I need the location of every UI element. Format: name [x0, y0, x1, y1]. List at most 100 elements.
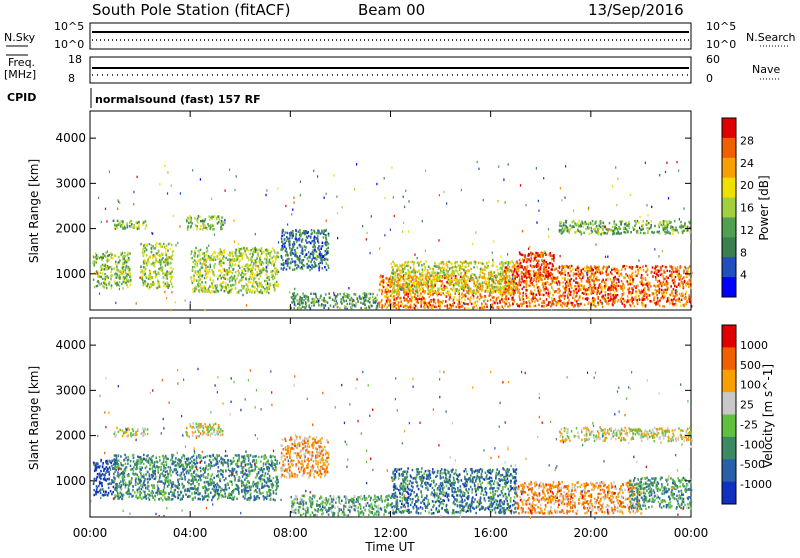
- power-cell: [111, 256, 113, 258]
- power-cell: [290, 254, 292, 256]
- power-cell: [455, 275, 457, 277]
- power-cell: [601, 291, 603, 293]
- power-cell: [497, 269, 499, 271]
- power-cell: [504, 304, 506, 306]
- power-cell: [622, 289, 624, 291]
- power-cell: [650, 226, 652, 228]
- power-cell: [663, 291, 665, 293]
- power-cell: [172, 286, 174, 288]
- power-cell: [216, 287, 218, 289]
- power-cell: [250, 257, 252, 259]
- power-cell: [456, 261, 458, 263]
- power-cell: [574, 299, 576, 301]
- power-cell: [546, 264, 548, 266]
- power-cell: [676, 229, 678, 231]
- power-cell: [238, 265, 240, 267]
- power-cell: [257, 274, 259, 276]
- power-cell: [480, 270, 482, 272]
- power-cell: [448, 277, 450, 279]
- power-cell: [593, 291, 595, 293]
- power-cell: [670, 285, 672, 287]
- power-cell: [430, 275, 432, 277]
- power-cell: [349, 295, 351, 297]
- power-cell: [349, 299, 351, 301]
- power-cell: [209, 219, 211, 221]
- power-cell: [591, 229, 593, 231]
- power-cell: [486, 262, 488, 264]
- power-cell: [604, 287, 606, 289]
- power-cell: [236, 249, 238, 251]
- power-cell: [635, 222, 637, 224]
- power-cell: [501, 295, 503, 297]
- power-cell: [433, 268, 435, 270]
- power-cell: [364, 302, 366, 304]
- power-cell: [537, 262, 539, 264]
- power-cell: [594, 299, 596, 301]
- power-cell: [502, 266, 504, 268]
- power-cell: [623, 276, 625, 278]
- power-cell: [553, 277, 555, 279]
- cpid-text: normalsound (fast) 157 RF: [95, 93, 261, 106]
- power-cell: [643, 298, 645, 300]
- power-cell: [194, 263, 196, 265]
- power-cell: [637, 272, 639, 274]
- power-cell: [377, 294, 379, 296]
- power-cell: [251, 278, 253, 280]
- power-cell: [346, 303, 348, 305]
- power-cell: [180, 192, 181, 194]
- power-cell: [526, 280, 528, 282]
- power-cell: [195, 270, 197, 272]
- power-cell: [200, 262, 202, 264]
- power-cell: [314, 239, 316, 241]
- power-cell: [667, 277, 669, 279]
- power-cell: [220, 260, 222, 262]
- power-cell: [448, 261, 450, 263]
- power-cell: [248, 278, 250, 280]
- power-cell: [604, 300, 606, 302]
- power-cell: [541, 294, 543, 296]
- power-cell: [396, 284, 398, 286]
- power-cell: [161, 258, 163, 260]
- power-cell: [433, 277, 435, 279]
- power-cell: [151, 263, 153, 265]
- power-cell: [327, 247, 329, 249]
- power-cell: [529, 253, 531, 255]
- power-cell: [682, 231, 684, 233]
- power-cell: [186, 219, 188, 221]
- power-cell: [292, 298, 294, 300]
- power-cell: [453, 298, 455, 300]
- power-cell: [409, 286, 411, 288]
- power-cell: [311, 241, 313, 243]
- power-cell: [155, 258, 157, 260]
- power-cell: [673, 298, 675, 300]
- power-cell: [310, 307, 312, 309]
- power-cell: [156, 242, 158, 244]
- freq-tick-high: 18: [68, 53, 82, 66]
- power-cell: [649, 300, 651, 302]
- power-cell: [364, 292, 366, 294]
- power-cell: [305, 239, 307, 241]
- power-cell: [517, 289, 519, 291]
- power-cell: [483, 307, 485, 309]
- power-cell: [582, 292, 584, 294]
- power-cell: [366, 296, 368, 298]
- power-cell: [162, 266, 164, 268]
- power-cell: [221, 251, 223, 253]
- power-cell: [111, 284, 113, 286]
- power-cell: [276, 281, 278, 283]
- power-cell: [311, 305, 313, 307]
- power-cell: [560, 229, 562, 231]
- power-cell: [211, 282, 213, 284]
- cpid-label: CPID: [7, 91, 36, 104]
- power-cell: [539, 298, 541, 300]
- power-cell: [144, 260, 146, 262]
- power-cell: [375, 297, 377, 299]
- power-cell: [411, 290, 413, 292]
- power-cell: [274, 261, 276, 263]
- power-cell: [571, 226, 573, 228]
- power-cell: [410, 261, 412, 263]
- power-cell: [296, 264, 298, 266]
- power-cell: [245, 248, 247, 250]
- power-cell: [348, 287, 349, 289]
- power-cell: [627, 300, 629, 302]
